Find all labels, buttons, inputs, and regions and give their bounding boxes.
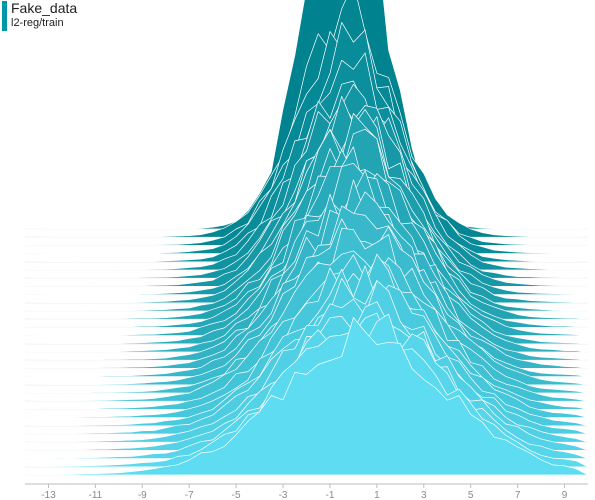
- x-tick-label: -1: [326, 490, 335, 500]
- chart-header: Fake_data l2-reg/train: [0, 0, 260, 34]
- x-tick-label: 7: [515, 490, 521, 500]
- x-axis: -13 -11 -9 -7 -5 -3 -1 1 3 5 7 9: [25, 483, 588, 500]
- x-tick-label: -7: [185, 490, 194, 500]
- x-tick-label: -11: [89, 490, 103, 500]
- x-tick-label: 3: [421, 490, 427, 500]
- run-name: l2-reg/train: [11, 17, 64, 29]
- run-color-swatch: [2, 1, 7, 31]
- chart-title: Fake_data: [11, 0, 78, 16]
- x-tick-label: -5: [232, 490, 241, 500]
- distribution-area: [24, 317, 589, 476]
- distribution-areas: [24, 0, 589, 476]
- x-tick-label: -9: [138, 490, 147, 500]
- x-tick-label: -3: [279, 490, 288, 500]
- x-tick-label: 5: [468, 490, 474, 500]
- x-tick-label: -13: [41, 490, 56, 500]
- x-tick-label: 9: [562, 490, 568, 500]
- x-tick-label: 1: [374, 490, 380, 500]
